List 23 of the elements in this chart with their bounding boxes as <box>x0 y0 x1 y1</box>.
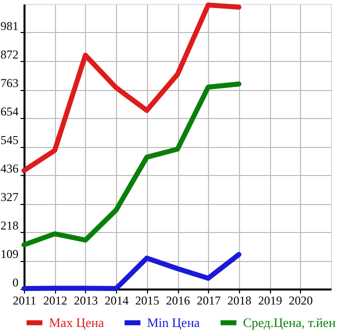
x-tick-label: 2015 <box>135 294 160 308</box>
y-tick-label: 327 <box>0 190 18 204</box>
legend-label: Max Цена <box>49 314 104 330</box>
x-tick-label: 2019 <box>258 294 282 308</box>
y-tick-label: 436 <box>0 162 18 176</box>
y-tick-label: 545 <box>0 133 18 147</box>
y-tick-label: 872 <box>0 48 18 62</box>
y-tick-label: 0 <box>12 276 18 290</box>
x-tick-label: 2020 <box>288 294 313 308</box>
x-tick-label: 2017 <box>196 294 221 308</box>
y-tick-label: 109 <box>0 247 18 261</box>
legend-label: Сред.Цена, т.йен <box>243 314 336 330</box>
x-tick-label: 2011 <box>12 294 36 308</box>
x-tick-label: 2012 <box>43 294 68 308</box>
y-tick-label: 654 <box>0 104 18 118</box>
x-tick-label: 2014 <box>104 294 129 308</box>
y-tick-label: 981 <box>0 19 18 33</box>
x-tick-label: 2013 <box>74 294 98 308</box>
y-tick-label: 763 <box>0 76 18 90</box>
x-tick-label: 2016 <box>166 294 190 308</box>
x-tick-label: 2018 <box>227 294 252 308</box>
legend-label: Min Цена <box>147 314 200 330</box>
y-tick-label: 218 <box>0 218 18 232</box>
